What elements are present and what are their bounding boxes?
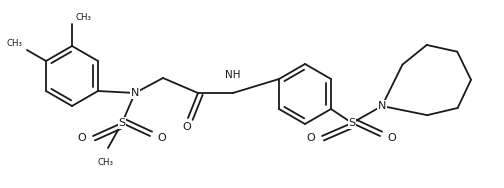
Text: NH: NH — [225, 70, 241, 80]
Text: O: O — [306, 133, 315, 143]
Text: N: N — [131, 88, 139, 98]
Text: CH₃: CH₃ — [76, 13, 92, 22]
Text: N: N — [378, 101, 386, 111]
Text: O: O — [77, 133, 86, 143]
Text: O: O — [182, 122, 192, 132]
Text: S: S — [348, 118, 355, 128]
Text: O: O — [157, 133, 166, 143]
Text: S: S — [118, 118, 125, 128]
Text: O: O — [387, 133, 396, 143]
Text: CH₃: CH₃ — [7, 39, 23, 48]
Text: CH₃: CH₃ — [98, 158, 114, 167]
